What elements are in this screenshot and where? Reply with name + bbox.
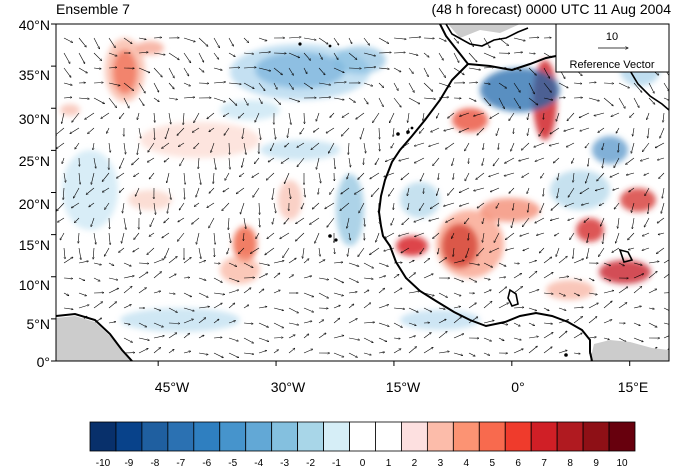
lat-label-35: 35°N (18, 67, 50, 83)
colorbar-swatch (375, 421, 402, 452)
colorbar-label: -6 (202, 458, 212, 469)
madeira-island (410, 126, 414, 130)
land-africa-north-gray (448, 24, 520, 38)
colorbar-label: -9 (124, 458, 134, 469)
reference-vector-value: 10 (606, 31, 618, 43)
colorbar-swatch (115, 421, 143, 452)
colorbar-label: 3 (437, 458, 444, 469)
colorbar-swatch (608, 421, 636, 452)
coastline-greece (625, 63, 669, 111)
colorbar-swatch (193, 421, 221, 452)
colorbar-swatch (297, 421, 324, 452)
lake-chad (618, 248, 634, 263)
colorbar-swatch (271, 421, 299, 452)
lon-label-30w: 30°W (270, 379, 306, 395)
colorbar-swatch (141, 421, 169, 452)
colorbar (89, 421, 636, 452)
colorbar-label: 10 (616, 458, 628, 469)
colorbar-swatch (349, 421, 376, 452)
colorbar-swatch (452, 421, 480, 452)
reference-vector-label: Reference Vector (570, 59, 655, 71)
coastline-south-america (56, 312, 133, 361)
canary-islands (396, 132, 400, 136)
lon-label-15w: 15°W (385, 379, 421, 395)
lat-label-10: 10°N (18, 277, 50, 293)
lat-label-15: 15°N (18, 237, 50, 253)
colorbar-label: 2 (411, 458, 418, 469)
colorbar-swatch (219, 421, 247, 452)
colorbar-label: -2 (306, 458, 316, 469)
colorbar-swatch (167, 421, 195, 452)
colorbar-label: -10 (95, 458, 111, 469)
lat-label-20: 20°N (18, 196, 50, 212)
coastline-iberia (445, 24, 529, 47)
lon-label-0: 0° (511, 379, 525, 395)
colorbar-swatch (426, 421, 454, 452)
lon-label-15e: 15°E (617, 379, 649, 395)
azores-islands-2 (328, 44, 332, 48)
panel-title: Ensemble 7 (56, 1, 130, 17)
colorbar-label: 8 (567, 458, 573, 469)
coastline-africa-west (377, 24, 593, 361)
colorbar-label: -8 (150, 458, 160, 469)
lat-label-0: 0° (36, 354, 50, 370)
colorbar-swatch (89, 421, 117, 452)
lat-label-30: 30°N (18, 111, 50, 127)
axis-ticks (51, 23, 631, 366)
cape-verde-islands (328, 234, 332, 238)
colorbar-label: 0 (359, 458, 366, 469)
lon-label-45w: 45°W (154, 379, 190, 395)
cape-verde-islands-2 (334, 238, 338, 242)
colorbar-label: 1 (385, 458, 392, 469)
colorbar-swatch (556, 421, 584, 452)
reference-vector-box: 10 Reference Vector (555, 23, 670, 73)
colorbar-label: -1 (332, 458, 341, 469)
lake-volta (507, 288, 519, 307)
coastline-mediterranean (467, 55, 557, 72)
land-africa-south-gray (590, 340, 669, 361)
lat-label-25: 25°N (18, 153, 50, 169)
land-south-america-gray (56, 316, 132, 361)
colorbar-swatch (504, 421, 532, 452)
bioko-island (564, 353, 568, 357)
colorbar-swatch (401, 421, 428, 452)
colorbar-swatch (478, 421, 506, 452)
colorbar-swatch (582, 421, 610, 452)
colorbar-swatch (323, 421, 350, 452)
colorbar-label: 7 (541, 458, 547, 469)
colorbar-label: -5 (228, 458, 238, 469)
colorbar-label: 4 (463, 458, 470, 469)
azores-islands (298, 42, 302, 46)
lat-label-40: 40°N (18, 17, 50, 33)
canary-islands-2 (406, 130, 410, 134)
colorbar-swatch (245, 421, 273, 452)
colorbar-label: -3 (280, 458, 290, 469)
colorbar-label: 5 (489, 458, 496, 469)
colorbar-label: -4 (254, 458, 264, 469)
colorbar-label: 9 (593, 458, 599, 469)
colorbar-label: -7 (176, 458, 186, 469)
forecast-time-title: (48 h forecast) 0000 UTC 11 Aug 2004 (431, 1, 671, 17)
colorbar-swatch (530, 421, 558, 452)
colorbar-label: 6 (515, 458, 521, 469)
lat-label-5: 5°N (26, 316, 51, 332)
